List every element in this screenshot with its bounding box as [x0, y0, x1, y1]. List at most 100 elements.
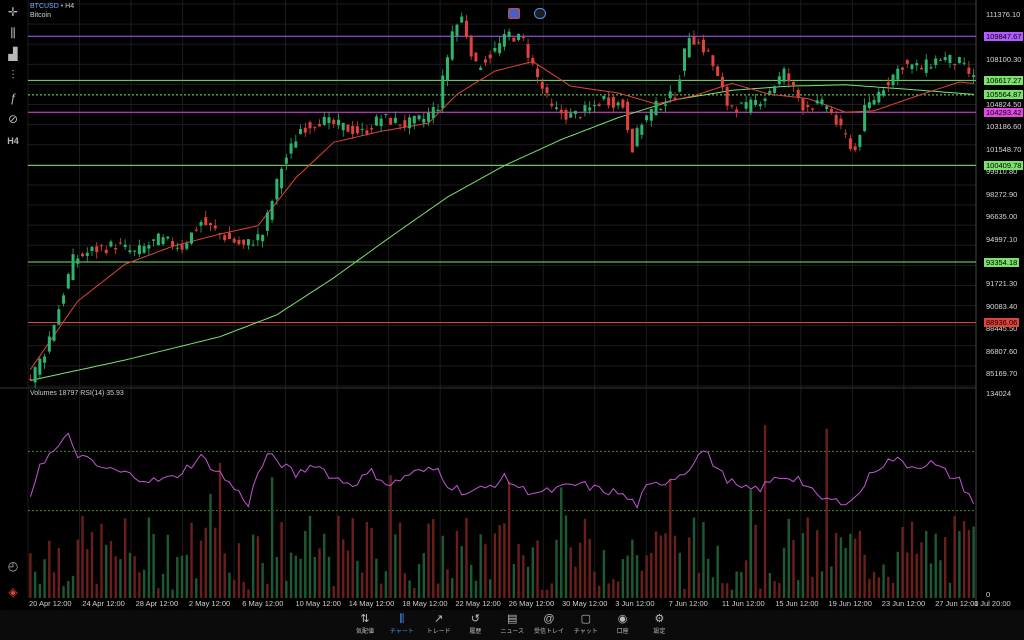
- volume-bar: [237, 543, 241, 598]
- candle-body: [313, 127, 317, 129]
- trade-panel-icon[interactable]: [508, 8, 520, 19]
- volume-bar: [811, 576, 814, 598]
- candle-body: [99, 245, 103, 247]
- candle-body: [299, 129, 303, 135]
- candles-icon[interactable]: ⫼: [10, 25, 16, 40]
- nav-account[interactable]: ◉ 口座: [606, 610, 640, 640]
- objects-icon[interactable]: ⊘: [7, 112, 19, 126]
- candle-body: [118, 242, 122, 244]
- candle-body: [208, 223, 212, 226]
- volume-bar: [498, 525, 501, 598]
- nav-trade[interactable]: ↗ トレード: [422, 610, 456, 640]
- bar-chart-icon[interactable]: ▟: [8, 47, 18, 61]
- nav-settings[interactable]: ⚙ 設定: [642, 610, 676, 640]
- candle-body: [882, 90, 886, 96]
- candle-body: [327, 117, 331, 124]
- candle-body: [834, 115, 838, 125]
- ma-fast-line: [29, 60, 974, 370]
- clock-icon[interactable]: [534, 8, 546, 19]
- volume-bar: [323, 533, 326, 598]
- candle-body: [303, 127, 307, 133]
- volume-axis-min: 0: [986, 590, 991, 599]
- candle-body: [450, 31, 454, 60]
- volume-bar: [133, 556, 136, 598]
- volume-bar: [441, 535, 444, 598]
- volume-bar: [962, 521, 966, 598]
- candle-body: [469, 35, 473, 57]
- chart-canvas[interactable]: [0, 0, 1024, 610]
- volume-histogram: [29, 425, 975, 598]
- nav-news[interactable]: ▤ ニュース: [495, 610, 529, 640]
- function-icon[interactable]: ƒ: [9, 91, 17, 105]
- nav-label: 気配値: [355, 629, 374, 635]
- volume-bar: [512, 563, 516, 598]
- volume-bar: [545, 589, 549, 598]
- candle-body: [384, 114, 388, 116]
- volume-bar: [730, 589, 734, 598]
- candle-body: [185, 243, 189, 249]
- price-axis-label: 94997.10: [986, 234, 1018, 244]
- candle-body: [270, 200, 274, 220]
- volume-bar: [204, 527, 207, 598]
- candle-body: [777, 76, 781, 85]
- legend-separator: •: [60, 3, 64, 10]
- volume-bar: [678, 552, 681, 598]
- nav-inbox[interactable]: @ 受信トレイ: [532, 610, 566, 640]
- volume-bar: [635, 555, 639, 598]
- candle-body: [664, 104, 668, 106]
- nav-chart[interactable]: ⫼ チャート: [385, 610, 419, 640]
- volume-bar: [342, 539, 345, 598]
- volume-bar: [465, 517, 468, 598]
- volume-bar: [142, 569, 146, 598]
- candle-body: [711, 55, 715, 67]
- one-click-trade-icon[interactable]: ◈: [8, 585, 18, 599]
- candle-body: [90, 246, 94, 252]
- nav-chat[interactable]: ▢ チャット: [569, 610, 603, 640]
- volume-bar: [417, 564, 421, 598]
- nav-history[interactable]: ↺ 履歴: [458, 610, 492, 640]
- candle-body: [502, 34, 506, 47]
- candle-body: [341, 122, 345, 131]
- nav-label: チャット: [573, 629, 598, 635]
- chat-icon: ▢: [580, 613, 591, 625]
- candle-body: [261, 234, 265, 242]
- volume-bar: [166, 534, 170, 598]
- candle-body: [754, 99, 758, 105]
- candle-body: [531, 58, 535, 64]
- volume-bar: [304, 530, 307, 598]
- candle-body: [493, 48, 497, 52]
- volume-bar: [479, 534, 482, 598]
- chart-legend: BTCUSD • H4 Bitcoin: [30, 2, 74, 20]
- volume-bar: [825, 428, 828, 598]
- volume-bar: [782, 547, 786, 598]
- candle-body: [929, 67, 933, 69]
- volume-bar: [218, 462, 222, 598]
- volume-bar: [967, 530, 971, 598]
- candle-body: [630, 128, 634, 153]
- rsi-line: [29, 432, 975, 509]
- crosshair-icon[interactable]: ✛: [7, 5, 19, 19]
- nav-quotes[interactable]: ⇅ 気配値: [348, 610, 382, 640]
- candle-body: [152, 239, 156, 241]
- timeframe-h4-label[interactable]: H4: [7, 136, 19, 146]
- volume-bar: [327, 556, 331, 598]
- trade-clock-icon[interactable]: ◴: [7, 559, 19, 573]
- candle-body: [194, 229, 198, 231]
- volume-bar: [43, 559, 46, 598]
- volume-bar: [706, 558, 710, 598]
- time-axis-label: 20 Apr 12:00: [29, 599, 72, 608]
- price-tag: 93354.18: [984, 257, 1020, 267]
- indicators-icon[interactable]: ⫶: [11, 67, 15, 82]
- inbox-icon: @: [543, 613, 555, 625]
- volume-bar: [834, 532, 838, 598]
- volume-bar: [289, 552, 293, 598]
- candle-body: [403, 120, 407, 128]
- quotes-icon: ⇅: [360, 613, 370, 625]
- volume-bar: [925, 530, 928, 598]
- candle-body: [588, 107, 592, 111]
- candle-body: [564, 109, 568, 120]
- volume-bar: [631, 539, 634, 598]
- volume-bar: [531, 547, 535, 598]
- volume-bar: [645, 555, 648, 598]
- time-axis-label: 1 Jul 20:00: [974, 599, 1011, 608]
